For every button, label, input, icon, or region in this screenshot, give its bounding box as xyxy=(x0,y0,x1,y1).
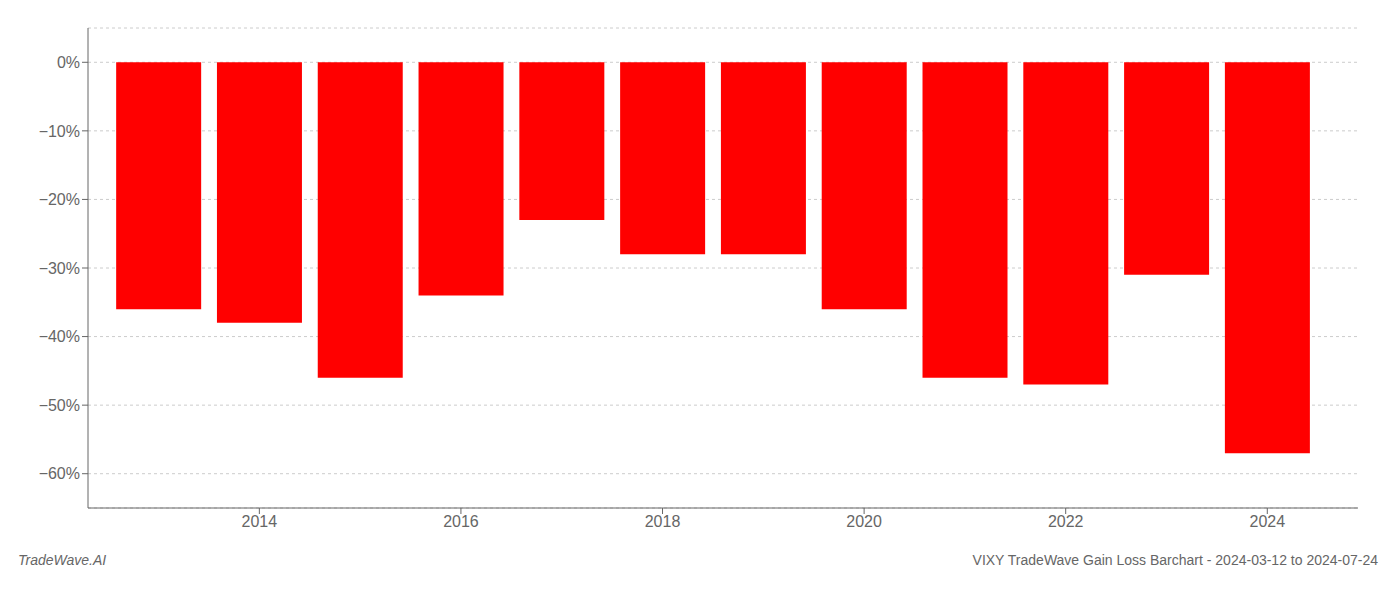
svg-text:2022: 2022 xyxy=(1048,513,1084,530)
svg-text:2018: 2018 xyxy=(645,513,681,530)
svg-text:0%: 0% xyxy=(57,54,80,71)
svg-text:2024: 2024 xyxy=(1249,513,1285,530)
svg-text:−20%: −20% xyxy=(39,191,80,208)
svg-text:−30%: −30% xyxy=(39,260,80,277)
svg-text:2014: 2014 xyxy=(242,513,278,530)
html-text:TradeWave.AI: TradeWave.AI xyxy=(18,552,107,568)
svg-text:−10%: −10% xyxy=(39,123,80,140)
html-text:VIXY TradeWave Gain Loss Barch: VIXY TradeWave Gain Loss Barchart - 2024… xyxy=(972,552,1378,568)
svg-text:−50%: −50% xyxy=(39,397,80,414)
svg-text:−40%: −40% xyxy=(39,328,80,345)
svg-text:−60%: −60% xyxy=(39,465,80,482)
svg-text:2020: 2020 xyxy=(846,513,882,530)
svg-text:2016: 2016 xyxy=(443,513,479,530)
